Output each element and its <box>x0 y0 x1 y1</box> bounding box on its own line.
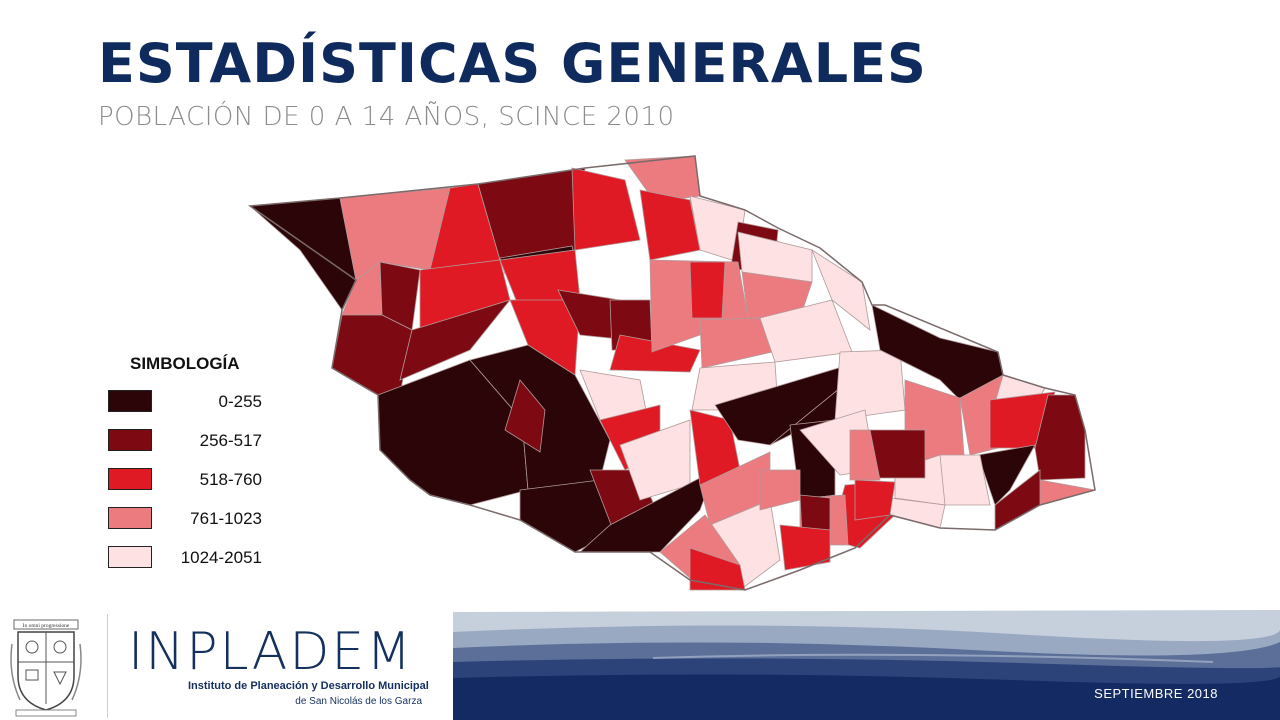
presentation-date: SEPTIEMBRE 2018 <box>1094 686 1218 701</box>
map-district <box>834 349 906 421</box>
legend-label: 1024-2051 <box>180 548 262 567</box>
legend-label: 761-1023 <box>190 509 262 528</box>
map-district <box>571 167 641 251</box>
legend-swatch <box>108 546 152 568</box>
map-district <box>609 334 701 373</box>
map-district <box>759 469 801 511</box>
legend-title: SIMBOLOGÍA <box>130 354 240 373</box>
legend-item: 761-1023 <box>108 507 278 533</box>
footer-wave-banner <box>453 610 1280 720</box>
map-district <box>339 187 451 281</box>
page-subtitle: POBLACIÓN DE 0 A 14 AÑOS, SCINCE 2010 <box>98 102 675 132</box>
map-district <box>504 379 546 453</box>
legend-item: 0-255 <box>108 390 278 416</box>
map-district <box>689 261 726 319</box>
map-district <box>249 197 357 311</box>
choropleth-map <box>247 155 1096 591</box>
map-district <box>578 469 716 553</box>
footer-divider <box>107 614 108 718</box>
map-district <box>854 479 896 521</box>
legend-item: 518-760 <box>108 468 278 494</box>
institute-location: de San Nicolás de los Garza <box>295 696 422 707</box>
legend-label: 518-760 <box>199 470 262 489</box>
institute-name: Instituto de Planeación y Desarrollo Mun… <box>188 680 429 692</box>
page-title: ESTADÍSTICAS GENERALES <box>98 32 927 95</box>
legend-swatch <box>108 507 152 529</box>
map-district <box>811 248 871 331</box>
map-district <box>977 444 1036 506</box>
map-district <box>699 317 773 369</box>
map-district <box>849 429 881 481</box>
legend-label: 256-517 <box>199 431 262 450</box>
legend-item: 1024-2051 <box>108 546 278 572</box>
legend-item: 256-517 <box>108 429 278 455</box>
map-outline <box>247 155 1096 591</box>
map-district <box>779 524 831 571</box>
map-district <box>399 299 512 381</box>
map-districts <box>249 155 1096 591</box>
legend-label: 0-255 <box>218 392 262 411</box>
municipal-shield-logo: In omni progressione <box>10 619 82 717</box>
map-district <box>331 314 413 396</box>
legend-swatch <box>108 468 152 490</box>
legend-swatch <box>108 429 152 451</box>
shield-motto: In omni progressione <box>23 623 70 629</box>
inpladem-logo-text: INPLADEM <box>128 622 414 682</box>
legend-swatch <box>108 390 152 412</box>
